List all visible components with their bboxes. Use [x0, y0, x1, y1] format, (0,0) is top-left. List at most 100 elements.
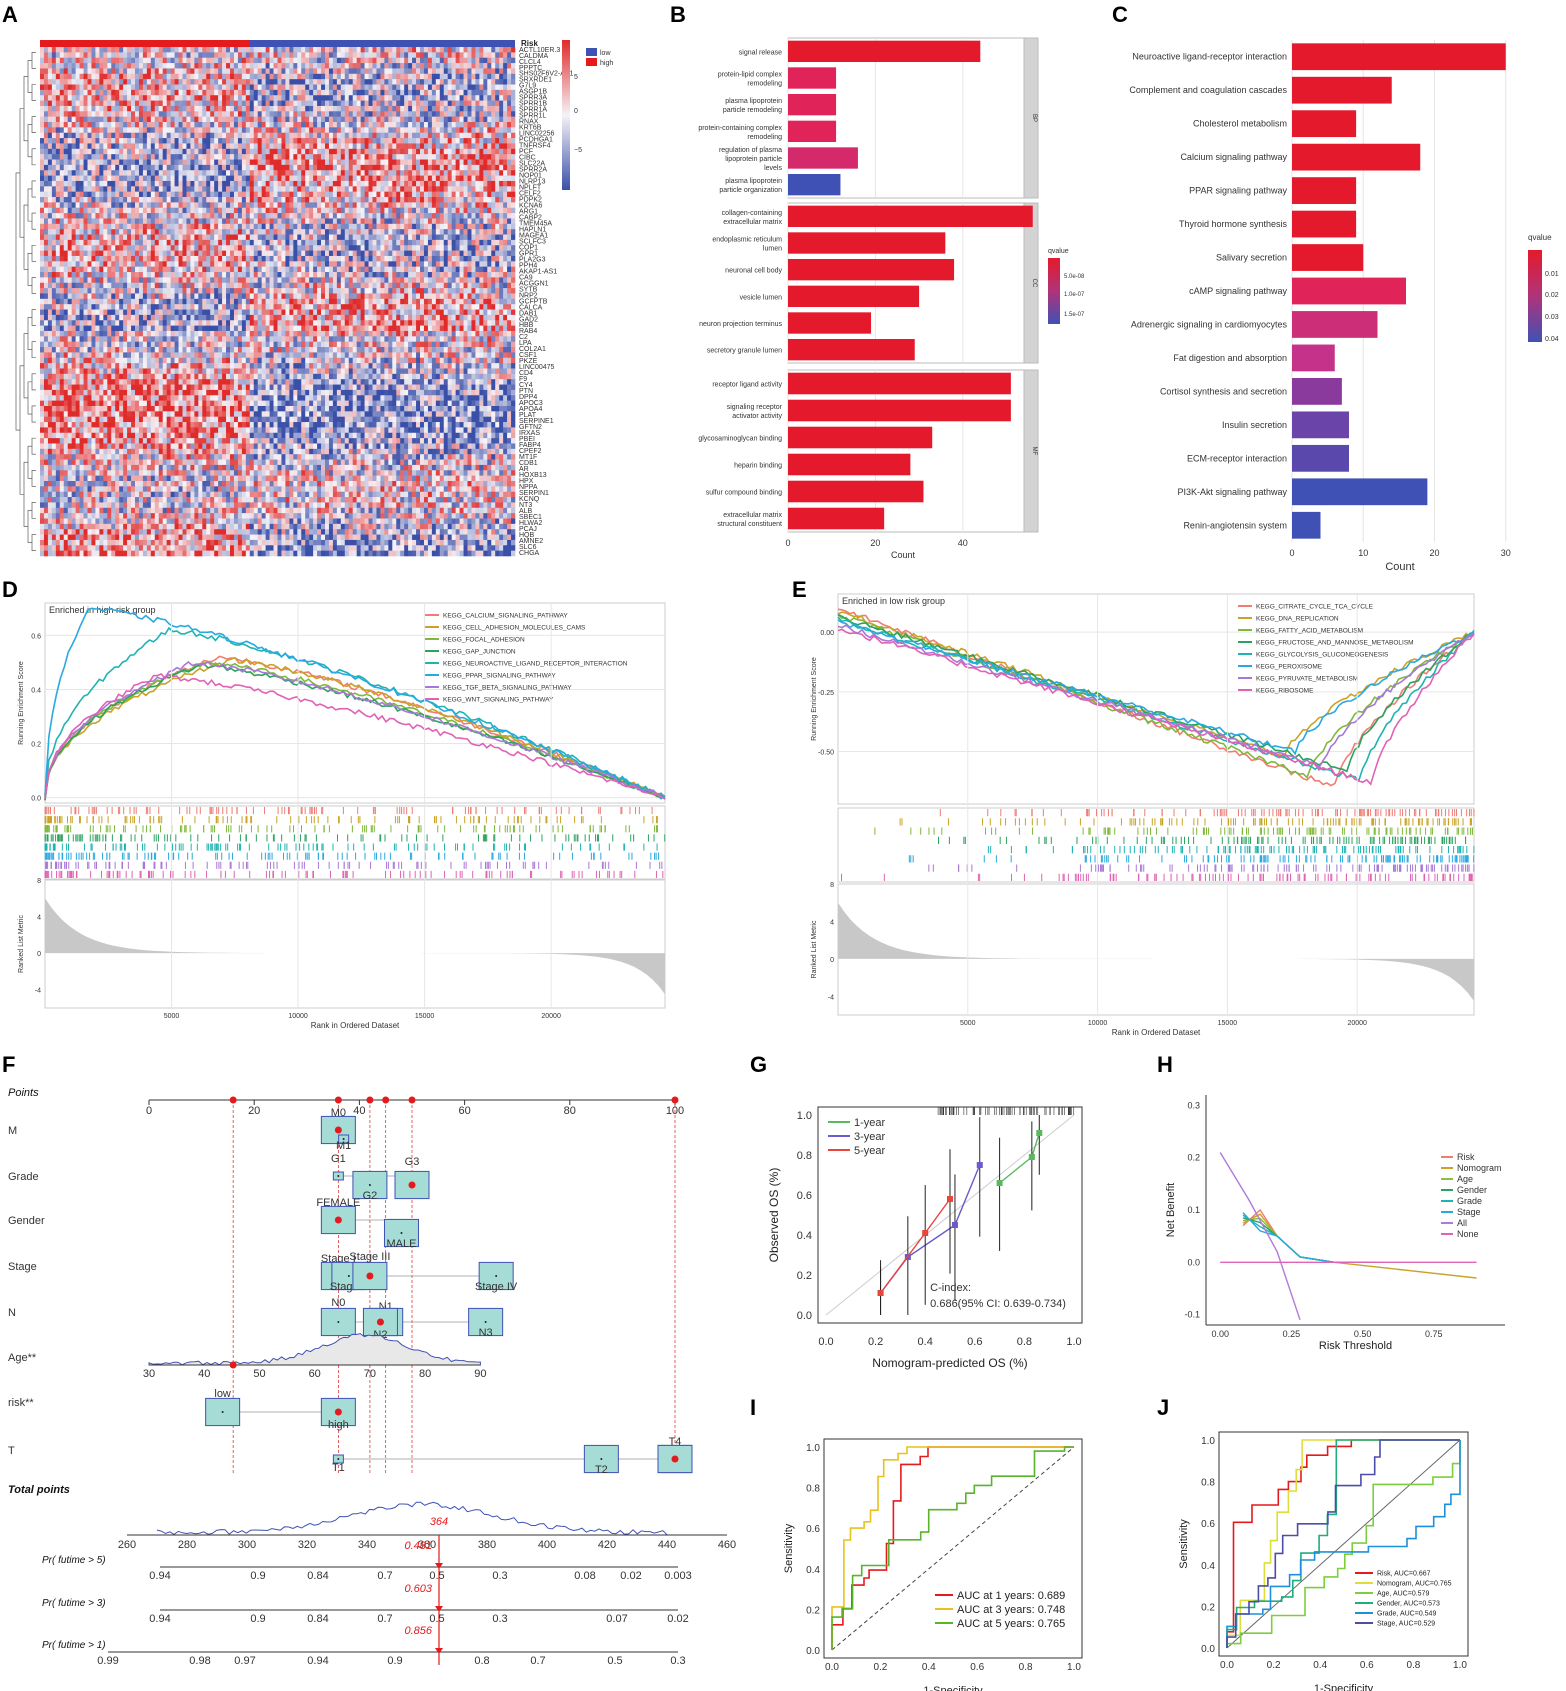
heatmap-cell: [154, 116, 160, 123]
heatmap-cell: [423, 105, 429, 112]
heatmap-cell: [174, 261, 179, 267]
heatmap-cell: [178, 63, 183, 69]
heatmap-cell: [309, 202, 314, 209]
heatmap-cell: [404, 239, 409, 246]
heatmap-cell: [91, 266, 96, 273]
heatmap-cell: [170, 218, 175, 225]
heatmap-cell: [253, 207, 259, 214]
heatmap-cell: [408, 175, 413, 182]
heatmap-cell: [483, 170, 488, 176]
heatmap-cell: [435, 234, 441, 241]
heatmap-cell: [174, 255, 179, 262]
heatmap-cell: [479, 154, 484, 160]
heatmap-cell: [380, 138, 385, 144]
heatmap-cell: [420, 154, 425, 160]
heatmap-cell: [491, 229, 496, 235]
heatmap-cell: [218, 180, 223, 187]
heatmap-cell: [392, 186, 397, 192]
heatmap-cell: [75, 143, 80, 150]
heatmap-cell: [241, 218, 247, 225]
heatmap-cell: [138, 154, 144, 160]
heatmap-cell: [439, 229, 445, 235]
heatmap-cell: [218, 143, 223, 150]
heatmap-cell: [186, 207, 191, 214]
heatmap-cell: [301, 95, 306, 101]
heatmap-cell: [348, 229, 354, 235]
heatmap-cell: [95, 111, 100, 117]
heatmap-cell: [40, 138, 45, 144]
heatmap-cell: [321, 79, 326, 85]
heatmap-cell: [170, 154, 175, 160]
heatmap-cell: [467, 239, 472, 246]
heatmap-cell: [99, 100, 104, 107]
heatmap-cell: [427, 143, 433, 150]
heatmap-cell: [202, 229, 207, 235]
heatmap-cell: [142, 229, 148, 235]
heatmap-cell: [249, 213, 255, 219]
heatmap-cell: [91, 164, 96, 171]
heatmap-cell: [495, 164, 500, 171]
heatmap-cell: [277, 47, 282, 53]
heatmap-cell: [202, 111, 207, 117]
heatmap-cell: [142, 138, 148, 144]
heatmap-cell: [360, 95, 365, 101]
heatmap-cell: [431, 57, 437, 64]
heatmap-cell: [356, 234, 361, 241]
heatmap-cell: [174, 47, 179, 53]
heatmap-cell: [412, 52, 417, 59]
heatmap-cell: [99, 266, 104, 273]
heatmap-cell: [293, 68, 298, 75]
heatmap-cell: [233, 186, 239, 192]
heatmap-cell: [111, 266, 116, 273]
heatmap-cell: [412, 68, 417, 75]
heatmap-cell: [166, 122, 171, 128]
heatmap-cell: [471, 127, 476, 134]
heatmap-cell: [59, 148, 65, 155]
heatmap-cell: [285, 57, 290, 64]
heatmap-cell: [273, 164, 278, 171]
heatmap-cell: [277, 143, 282, 150]
heatmap-cell: [174, 197, 179, 203]
heatmap-cell: [142, 52, 148, 59]
heatmap-cell: [150, 47, 156, 53]
heatmap-cell: [103, 180, 108, 187]
heatmap-cell: [384, 197, 389, 203]
heatmap-cell: [226, 239, 231, 246]
heatmap-cell: [226, 245, 231, 251]
heatmap-cell: [309, 239, 314, 246]
heatmap-cell: [435, 218, 441, 225]
heatmap-cell: [435, 105, 441, 112]
heatmap-cell: [463, 234, 468, 241]
heatmap-cell: [392, 229, 397, 235]
heatmap-cell: [352, 191, 357, 198]
heatmap-cell: [420, 84, 425, 91]
heatmap-cell: [249, 197, 255, 203]
heatmap-cell: [206, 175, 211, 182]
heatmap-cell: [336, 79, 342, 85]
heatmap-cell: [115, 132, 120, 139]
heatmap-cell: [356, 164, 361, 171]
heatmap-cell: [71, 95, 76, 101]
heatmap-cell: [146, 79, 152, 85]
heatmap-cell: [301, 63, 306, 69]
heatmap-cell: [115, 207, 120, 214]
heatmap-cell: [435, 154, 441, 160]
heatmap-cell: [305, 143, 310, 150]
heatmap-cell: [459, 255, 464, 262]
heatmap-cell: [186, 250, 191, 257]
heatmap-cell: [202, 218, 207, 225]
heatmap-cell: [257, 143, 262, 150]
heatmap-cell: [99, 68, 104, 75]
heatmap-cell: [87, 229, 92, 235]
heatmap-cell: [408, 154, 413, 160]
heatmap-cell: [467, 143, 472, 150]
heatmap-cell: [115, 79, 120, 85]
heatmap-cell: [507, 186, 512, 192]
heatmap-cell: [273, 100, 278, 107]
heatmap-cell: [91, 154, 96, 160]
heatmap-cell: [423, 63, 429, 69]
heatmap-cell: [289, 148, 294, 155]
heatmap-cell: [190, 148, 195, 155]
heatmap-cell: [198, 159, 203, 166]
heatmap-cell: [190, 47, 195, 53]
